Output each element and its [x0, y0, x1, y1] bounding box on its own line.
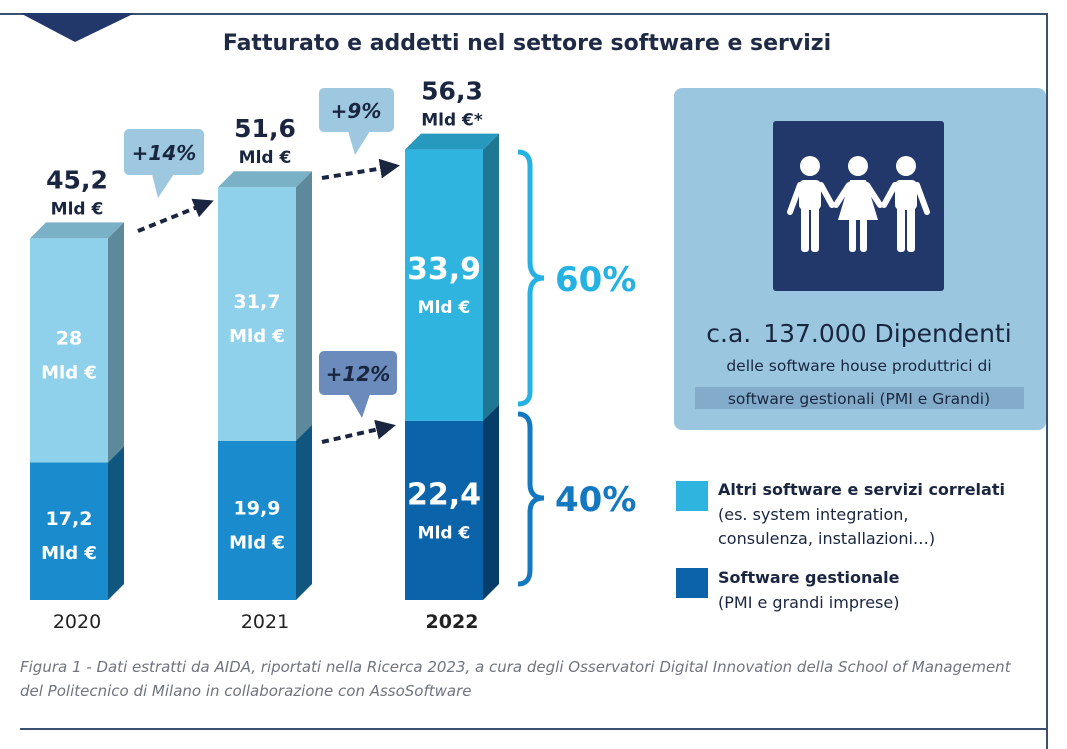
growth-label-total-2021: +14% — [132, 141, 197, 165]
bar-gestionale-2022 — [405, 420, 483, 600]
segment-unit-gestionale-2021: Mld € — [229, 532, 285, 553]
growth-callout-gestionale-2022: +12% — [319, 351, 397, 418]
segment-unit-other-2020: Mld € — [41, 362, 97, 383]
bar-other-2020 — [30, 238, 108, 463]
segment-value-other-2022: 33,9 — [407, 252, 481, 287]
chart-title: Fatturato e addetti nel settore software… — [223, 31, 831, 56]
employees-count-prefix: c.a. — [706, 319, 751, 348]
bar-side-gestionale-2021 — [296, 424, 312, 600]
growth-arrow-gestionale-2021-2022 — [321, 419, 396, 444]
year-label-2021: 2021 — [241, 611, 289, 633]
total-unit-2021: Mld € — [239, 148, 292, 168]
segment-unit-other-2022: Mld € — [418, 298, 471, 318]
segment-value-gestionale-2021: 19,9 — [234, 497, 281, 519]
employees-highlight — [695, 387, 1024, 409]
employees-desc-line1: delle software house produttrici di — [726, 357, 991, 375]
employees-count-value: 137.000 Dipendenti — [763, 319, 1011, 348]
bar-side-other-2020 — [108, 222, 124, 463]
total-value-2022: 56,3 — [421, 77, 483, 106]
segment-value-gestionale-2022: 22,4 — [407, 477, 481, 512]
frame-top-line — [0, 13, 1047, 15]
bar-top-2022 — [405, 133, 499, 150]
legend-swatch-other — [676, 481, 708, 511]
frame-right-line — [1046, 13, 1048, 749]
brace-gestionale-share — [517, 411, 545, 587]
legend-title-other: Altri software e servizi correlati — [718, 480, 1005, 499]
legend-title-gestionale: Software gestionale — [718, 568, 900, 587]
bar-gestionale-2020 — [30, 462, 108, 600]
bar-side-other-2021 — [296, 171, 312, 441]
total-value-2020: 45,2 — [46, 165, 108, 194]
corner-triangle — [20, 13, 135, 42]
legend-sub-other-1: (es. system integration, — [718, 505, 909, 524]
employees-desc-line2: software gestionali (PMI e Grandi) — [728, 390, 990, 408]
frame-bottom-line — [20, 728, 1046, 730]
figure-caption: Figura 1 - Dati estratti da AIDA, riport… — [20, 658, 1011, 700]
share-label-other: 60% — [555, 260, 636, 300]
segment-unit-other-2021: Mld € — [229, 326, 285, 347]
bar-side-gestionale-2022 — [483, 404, 499, 600]
bar-other-2021 — [218, 187, 296, 441]
growth-arrow-total-2020-2021 — [137, 198, 214, 233]
growth-label-total-2022: +9% — [331, 99, 382, 123]
segment-value-other-2021: 31,7 — [234, 291, 281, 313]
bar-side-gestionale-2020 — [108, 446, 124, 600]
employees-count: c.a. 137.000 Dipendenti — [706, 319, 1011, 348]
segment-unit-gestionale-2020: Mld € — [41, 543, 97, 564]
legend-sub-gestionale-1: (PMI e grandi imprese) — [718, 593, 899, 612]
bar-gestionale-2021 — [218, 440, 296, 600]
growth-arrow-total-2021-2022 — [321, 158, 400, 180]
total-unit-2022: Mld €* — [421, 111, 483, 131]
growth-callout-total-2021: +14% — [124, 129, 204, 198]
bar-top-2020 — [30, 222, 124, 239]
segment-unit-gestionale-2022: Mld € — [418, 523, 471, 543]
growth-callout-total-2022: +9% — [319, 88, 394, 155]
legend-sub-other-2: consulenza, installazioni…) — [718, 529, 935, 548]
year-label-2022: 2022 — [426, 611, 479, 633]
total-value-2021: 51,6 — [234, 114, 296, 143]
share-label-gestionale: 40% — [555, 480, 636, 520]
growth-label-gestionale-2022: +12% — [326, 362, 391, 386]
bar-side-other-2022 — [483, 133, 499, 421]
legend-swatch-gestionale — [676, 568, 708, 598]
bar-top-2021 — [218, 171, 312, 188]
people-group-icon — [787, 156, 930, 252]
segment-value-gestionale-2020: 17,2 — [46, 508, 93, 530]
total-unit-2020: Mld € — [51, 199, 104, 219]
bar-other-2022 — [405, 149, 483, 421]
year-label-2020: 2020 — [53, 611, 101, 633]
segment-value-other-2020: 28 — [56, 327, 82, 349]
brace-other-share — [517, 149, 545, 407]
